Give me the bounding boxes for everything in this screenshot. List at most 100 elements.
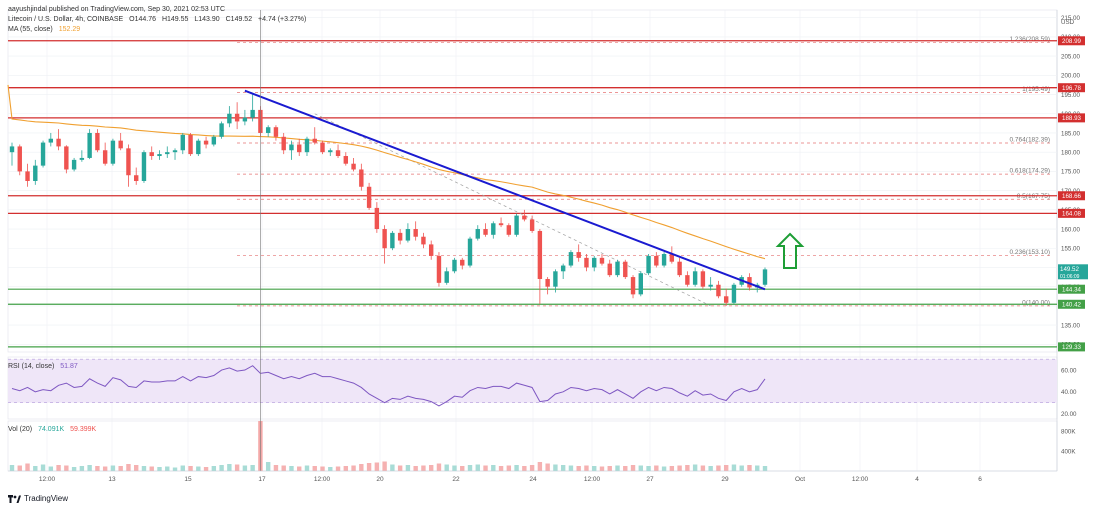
candle-body [297,144,302,153]
fibonacci-label: 0(140.00) [1022,299,1050,306]
price-level-label: 129.33 [1062,344,1081,351]
tradingview-logo-icon [8,494,21,503]
volume-bar [692,464,698,471]
rsi-tick-label: 60.00 [1061,367,1077,374]
volume-bar [64,465,69,471]
volume-label: Vol (20) [8,426,33,433]
candle-body [460,259,465,266]
candle-body [498,223,504,226]
volume-bar [506,465,512,471]
time-tick-label: 13 [108,476,116,483]
tradingview-brand[interactable]: TradingView [8,494,68,503]
up-arrow-icon [775,232,805,269]
volume-bar [196,466,201,471]
candle-body [553,271,558,287]
candle-body [607,263,612,276]
ma-legend[interactable]: MA (55, close) 152.29 [8,25,84,34]
candle-body [250,109,255,118]
volume-bar [304,465,310,471]
candle-body [304,138,310,153]
volume-bar [452,465,457,471]
price-tick-label: 175.00 [1061,169,1080,176]
candle-body [56,138,61,147]
time-tick-label: 29 [721,476,729,483]
fibonacci-label: 1.236(208.59) [1010,36,1050,43]
candle-body [149,152,154,157]
volume-legend[interactable]: Vol (20) 74.091K 59.399K [8,425,100,434]
symbol-label: Litecoin / U.S. Dollar, 4h, COINBASE [8,16,124,23]
volume-bar [265,462,271,471]
rsi-line [11,365,766,407]
candle-body [723,296,729,303]
volume-bar [165,466,170,471]
candle-body [95,132,100,151]
candle-body [351,163,356,170]
volume-bar [149,466,154,471]
candle-body [397,232,403,241]
time-tick-label: 12:00 [852,476,869,483]
dashed-trendline [314,113,711,307]
volume-bar [118,466,123,471]
candle-body [9,146,15,153]
volume-tick-label: 400K [1061,448,1076,455]
countdown-label: 01:06:09 [1060,274,1080,280]
candle-body [211,136,217,145]
candle-body [700,271,706,287]
candle-body [421,236,426,245]
ohlc-change: +4.74 (+3.27%) [258,16,307,23]
candle-body [413,229,418,237]
candle-body [71,159,77,170]
volume-bar [281,465,286,471]
candle-body [343,156,349,164]
candle-body [265,127,271,133]
candle-body [692,271,698,285]
volume-bar [460,466,465,471]
price-tick-label: 160.00 [1061,226,1080,233]
volume-bar [545,463,550,471]
price-level-tag [1058,342,1085,352]
volume-bar [48,466,54,471]
price-level-tag [1058,83,1085,93]
candle-body [661,254,667,266]
time-tick-label: 24 [529,476,537,483]
rsi-legend[interactable]: RSI (14, close) 51.87 [8,362,82,371]
volume-bar [242,465,248,471]
candle-body [17,146,22,172]
candle-body [328,150,333,153]
candle-body [242,117,248,122]
candle-body [630,277,636,295]
price-level-label: 164.08 [1062,211,1081,218]
candle-body [685,275,690,285]
candle-body [506,225,512,235]
candle-body [234,113,240,122]
price-tick-label: 205.00 [1061,53,1080,60]
volume-bar [343,466,349,471]
candle-body [227,113,232,124]
volume-bar [560,465,566,471]
volume-bar [607,466,612,471]
volume-bar [475,464,480,471]
price-level-tag [1058,208,1085,218]
volume-bar [498,466,504,471]
price-tick-label: 185.00 [1061,130,1080,137]
volume-bar [366,463,372,471]
volume-bar [312,466,317,471]
volume-value-1: 74.091K [38,426,65,433]
candle-body [382,229,387,249]
rsi-band [8,359,1057,403]
time-tick-label: Oct [795,476,805,483]
volume-bar [227,464,232,471]
candle-body [475,229,480,239]
candle-body [25,171,30,181]
volume-bar [79,466,85,471]
bearish-trendline [244,89,766,291]
volume-bar [716,465,721,471]
candle-body [708,284,713,287]
candle-body [110,140,116,164]
candle-body [102,150,108,164]
rsi-tick-label: 20.00 [1061,411,1077,418]
publisher-line: aayushjindal published on TradingView.co… [8,6,226,13]
candle-body [165,152,170,155]
symbol-header[interactable]: Litecoin / U.S. Dollar, 4h, COINBASE O14… [8,15,310,24]
price-level-tag [1058,36,1085,46]
